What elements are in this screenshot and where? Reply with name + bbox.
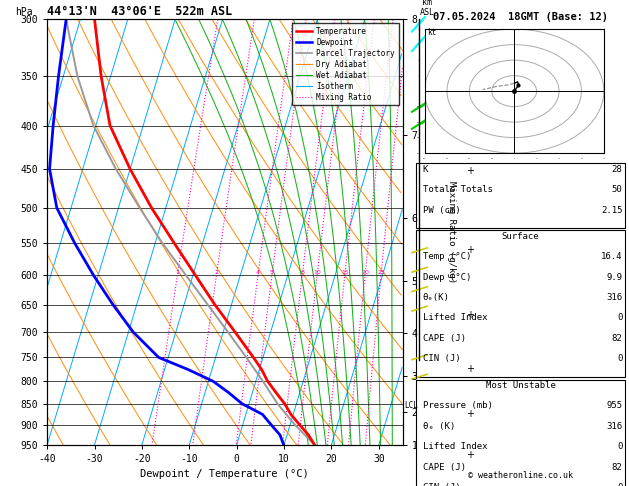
Text: CIN (J): CIN (J)	[423, 354, 460, 364]
Legend: Temperature, Dewpoint, Parcel Trajectory, Dry Adiabat, Wet Adiabat, Isotherm, Mi: Temperature, Dewpoint, Parcel Trajectory…	[292, 23, 399, 105]
Bar	[416, 163, 625, 228]
Text: hPa: hPa	[15, 7, 33, 17]
Text: +: +	[467, 409, 474, 419]
Text: 0: 0	[617, 313, 623, 323]
Text: 0: 0	[617, 354, 623, 364]
Text: 0: 0	[617, 483, 623, 486]
Text: 316: 316	[606, 293, 623, 302]
Text: 16.4: 16.4	[601, 252, 623, 261]
Text: kt: kt	[427, 28, 436, 37]
Text: θₑ(K): θₑ(K)	[423, 293, 450, 302]
Bar	[416, 380, 625, 486]
Text: 44°13'N  43°06'E  522m ASL: 44°13'N 43°06'E 522m ASL	[47, 5, 233, 18]
Text: CIN (J): CIN (J)	[423, 483, 460, 486]
Text: θₑ (K): θₑ (K)	[423, 422, 455, 431]
Y-axis label: Mixing Ratio (g/kg): Mixing Ratio (g/kg)	[447, 181, 457, 283]
Text: 316: 316	[606, 422, 623, 431]
Text: Surface: Surface	[502, 232, 539, 241]
Text: Temp (°C): Temp (°C)	[423, 252, 471, 261]
Text: +: +	[467, 63, 474, 73]
Text: LCL: LCL	[404, 401, 418, 410]
Text: 25: 25	[377, 270, 385, 275]
Text: Most Unstable: Most Unstable	[486, 381, 555, 390]
Text: +: +	[467, 450, 474, 460]
Text: 955: 955	[606, 401, 623, 411]
Bar	[416, 230, 625, 377]
Text: 2.15: 2.15	[601, 206, 623, 215]
Text: 07.05.2024  18GMT (Base: 12): 07.05.2024 18GMT (Base: 12)	[433, 12, 608, 22]
Text: 82: 82	[612, 463, 623, 472]
Text: Dewp (°C): Dewp (°C)	[423, 273, 471, 282]
Text: +: +	[467, 166, 474, 175]
Text: CAPE (J): CAPE (J)	[423, 334, 466, 343]
Text: 82: 82	[612, 334, 623, 343]
Text: 4: 4	[256, 270, 260, 275]
Text: 10: 10	[313, 270, 321, 275]
Text: Lifted Index: Lifted Index	[423, 313, 487, 323]
Text: 15: 15	[341, 270, 348, 275]
Text: 8: 8	[301, 270, 304, 275]
Text: PW (cm): PW (cm)	[423, 206, 460, 215]
Text: Totals Totals: Totals Totals	[423, 185, 493, 194]
Text: 20: 20	[361, 270, 369, 275]
X-axis label: Dewpoint / Temperature (°C): Dewpoint / Temperature (°C)	[140, 469, 309, 479]
Text: 50: 50	[612, 185, 623, 194]
Text: © weatheronline.co.uk: © weatheronline.co.uk	[468, 471, 573, 480]
Text: 9.9: 9.9	[606, 273, 623, 282]
Text: km
ASL: km ASL	[420, 0, 435, 17]
Text: +: +	[467, 245, 474, 255]
Text: 2: 2	[214, 270, 218, 275]
Text: Pressure (mb): Pressure (mb)	[423, 401, 493, 411]
Text: 1: 1	[175, 270, 179, 275]
Text: K: K	[423, 165, 428, 174]
Text: 28: 28	[612, 165, 623, 174]
Text: +: +	[467, 364, 474, 374]
Text: 0: 0	[617, 442, 623, 451]
Text: 5: 5	[270, 270, 274, 275]
Text: Lifted Index: Lifted Index	[423, 442, 487, 451]
Text: +: +	[467, 310, 474, 320]
Text: CAPE (J): CAPE (J)	[423, 463, 466, 472]
